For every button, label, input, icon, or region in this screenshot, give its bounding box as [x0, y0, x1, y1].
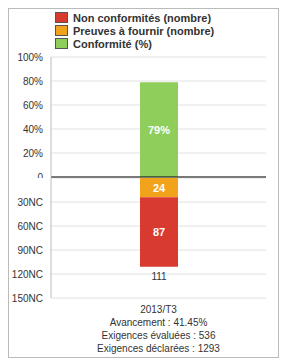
svg-text:0: 0 [37, 172, 43, 178]
svg-text:40%: 40% [23, 124, 43, 135]
html-text:Exigences déclarées : 1293: Exigences déclarées : 1293 [97, 343, 220, 354]
html-text:Conformité (%): Conformité (%) [73, 37, 152, 50]
svg-text:111: 111 [151, 271, 167, 282]
svg-text:30NC: 30NC [17, 197, 43, 208]
svg-text:2013/T3: 2013/T3 [140, 304, 177, 315]
html-text:Non conformités (nombre): Non conformités (nombre) [73, 11, 212, 24]
svg-text:20%: 20% [23, 148, 43, 159]
svg-text:60%: 60% [23, 100, 43, 111]
svg-text:87: 87 [153, 226, 165, 238]
svg-text:60NC: 60NC [17, 221, 43, 232]
svg-text:120NC: 120NC [12, 269, 43, 280]
svg-text:100%: 100% [17, 52, 43, 63]
html-text:Exigences évaluées : 536: Exigences évaluées : 536 [101, 330, 216, 341]
svg-text:90NC: 90NC [17, 245, 43, 256]
svg-text:24: 24 [153, 182, 166, 194]
svg-text:79%: 79% [148, 124, 170, 136]
html-text:Preuves à fournir (nombre): Preuves à fournir (nombre) [73, 24, 215, 37]
html-text:Avancement : 41.45%: Avancement : 41.45% [109, 317, 208, 328]
svg-text:150NC: 150NC [12, 293, 43, 304]
svg-text:80%: 80% [23, 76, 43, 87]
